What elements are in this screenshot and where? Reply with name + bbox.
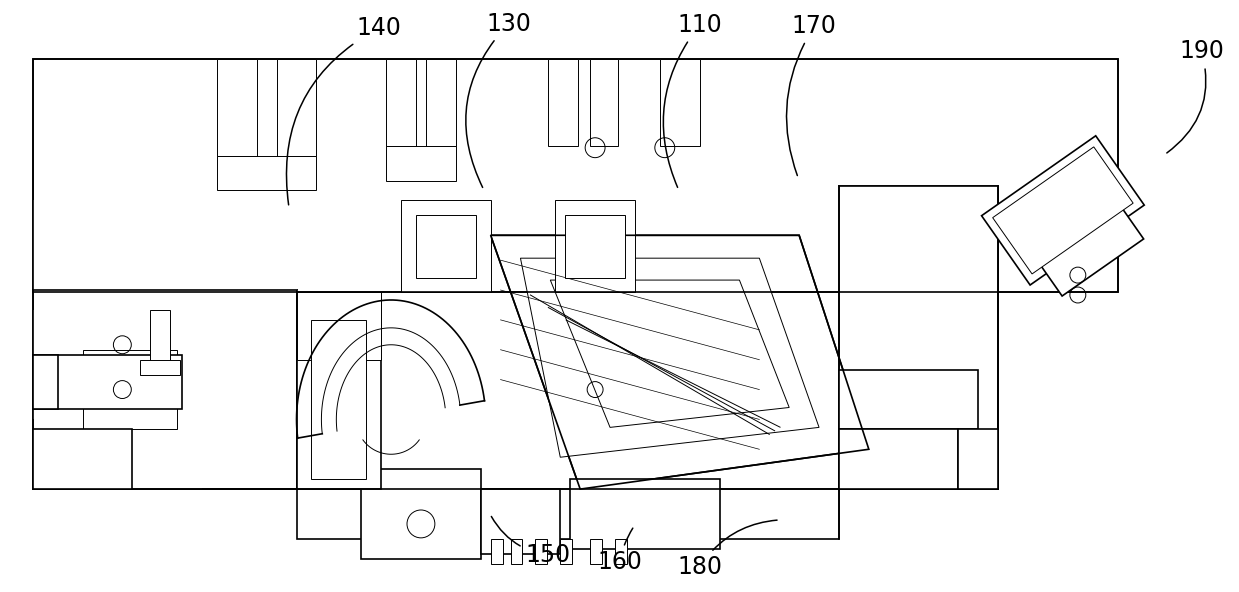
- Bar: [311, 320, 367, 479]
- Bar: [296, 489, 839, 539]
- Bar: [150, 310, 170, 369]
- Bar: [590, 539, 602, 564]
- Text: 160: 160: [597, 528, 642, 574]
- Bar: [32, 310, 103, 419]
- Bar: [387, 59, 416, 146]
- Bar: [570, 479, 720, 549]
- Bar: [481, 489, 560, 554]
- Polygon shape: [296, 292, 382, 360]
- Bar: [32, 355, 58, 410]
- Bar: [590, 59, 618, 146]
- Bar: [839, 185, 999, 489]
- Bar: [140, 360, 180, 375]
- Bar: [510, 539, 523, 564]
- Bar: [362, 469, 481, 559]
- Bar: [217, 59, 256, 156]
- Bar: [992, 147, 1134, 274]
- Bar: [839, 260, 959, 375]
- Bar: [217, 156, 316, 191]
- Text: 170: 170: [787, 14, 836, 176]
- Bar: [535, 539, 548, 564]
- Bar: [839, 429, 959, 489]
- Bar: [981, 136, 1145, 285]
- Text: 180: 180: [678, 520, 777, 579]
- Bar: [32, 290, 296, 489]
- Bar: [555, 201, 634, 292]
- Bar: [32, 355, 182, 410]
- Text: 110: 110: [663, 13, 722, 188]
- Bar: [839, 369, 979, 429]
- Bar: [32, 290, 296, 489]
- Bar: [565, 215, 624, 278]
- Bar: [1040, 207, 1144, 296]
- Bar: [491, 539, 503, 564]
- Polygon shape: [550, 280, 789, 427]
- Text: 190: 190: [1167, 40, 1224, 153]
- Polygon shape: [520, 258, 819, 457]
- Bar: [32, 201, 296, 292]
- Bar: [560, 539, 572, 564]
- Bar: [32, 429, 202, 489]
- Bar: [296, 290, 839, 539]
- Bar: [83, 350, 177, 429]
- Polygon shape: [491, 235, 869, 489]
- Bar: [276, 59, 316, 156]
- Polygon shape: [32, 201, 296, 292]
- Bar: [296, 295, 382, 489]
- Text: 140: 140: [286, 16, 401, 205]
- Text: 130: 130: [466, 12, 532, 188]
- Bar: [32, 429, 133, 489]
- Bar: [660, 59, 700, 146]
- Text: 150: 150: [492, 516, 570, 567]
- Bar: [401, 201, 491, 292]
- Bar: [32, 59, 1118, 292]
- Bar: [416, 215, 476, 278]
- Bar: [387, 146, 456, 181]
- Bar: [426, 59, 456, 146]
- Bar: [959, 429, 999, 489]
- Bar: [341, 151, 740, 292]
- Bar: [839, 185, 999, 489]
- Bar: [549, 59, 579, 146]
- Bar: [32, 59, 1118, 292]
- Bar: [615, 539, 627, 564]
- Bar: [829, 185, 999, 292]
